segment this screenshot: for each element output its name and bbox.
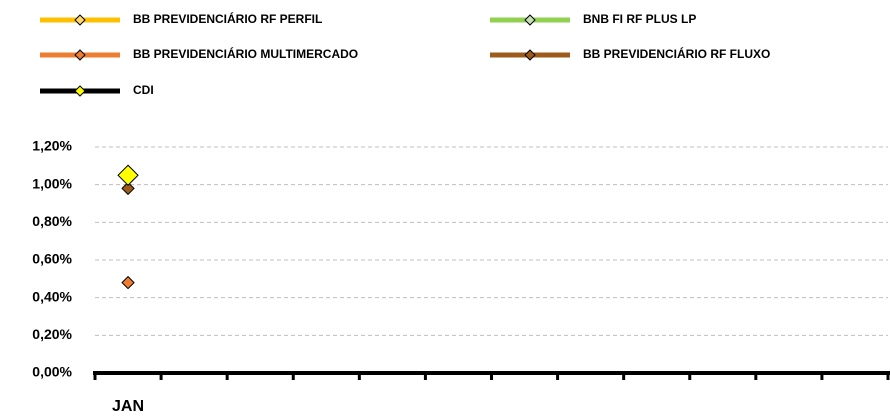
x-tick-label: JAN: [112, 398, 144, 415]
y-tick-label: 0,20%: [32, 326, 72, 342]
point: [121, 181, 135, 196]
y-tick-label: 0,40%: [32, 288, 72, 304]
legend-label: CDI: [133, 83, 154, 97]
point: [117, 164, 139, 186]
legend-marker: [74, 49, 86, 61]
y-tick-label: 1,20%: [32, 138, 72, 154]
y-tick-label: 0,80%: [32, 213, 72, 229]
legend-marker: [74, 85, 86, 97]
y-tick-label: 0,60%: [32, 251, 72, 267]
point: [121, 275, 135, 290]
legend-marker: [524, 49, 536, 61]
legend-label: BNB FI RF PLUS LP: [583, 12, 696, 26]
legend-marker: [524, 14, 536, 26]
y-tick-label: 1,00%: [32, 175, 72, 191]
legend-marker: [74, 14, 86, 26]
legend-label: BB PREVIDENCIÁRIO RF FLUXO: [583, 46, 770, 61]
legend-label: BB PREVIDENCIÁRIO RF PERFIL: [133, 11, 322, 26]
legend-label: BB PREVIDENCIÁRIO MULTIMERCADO: [133, 46, 358, 61]
y-tick-label: 0,00%: [32, 364, 72, 380]
